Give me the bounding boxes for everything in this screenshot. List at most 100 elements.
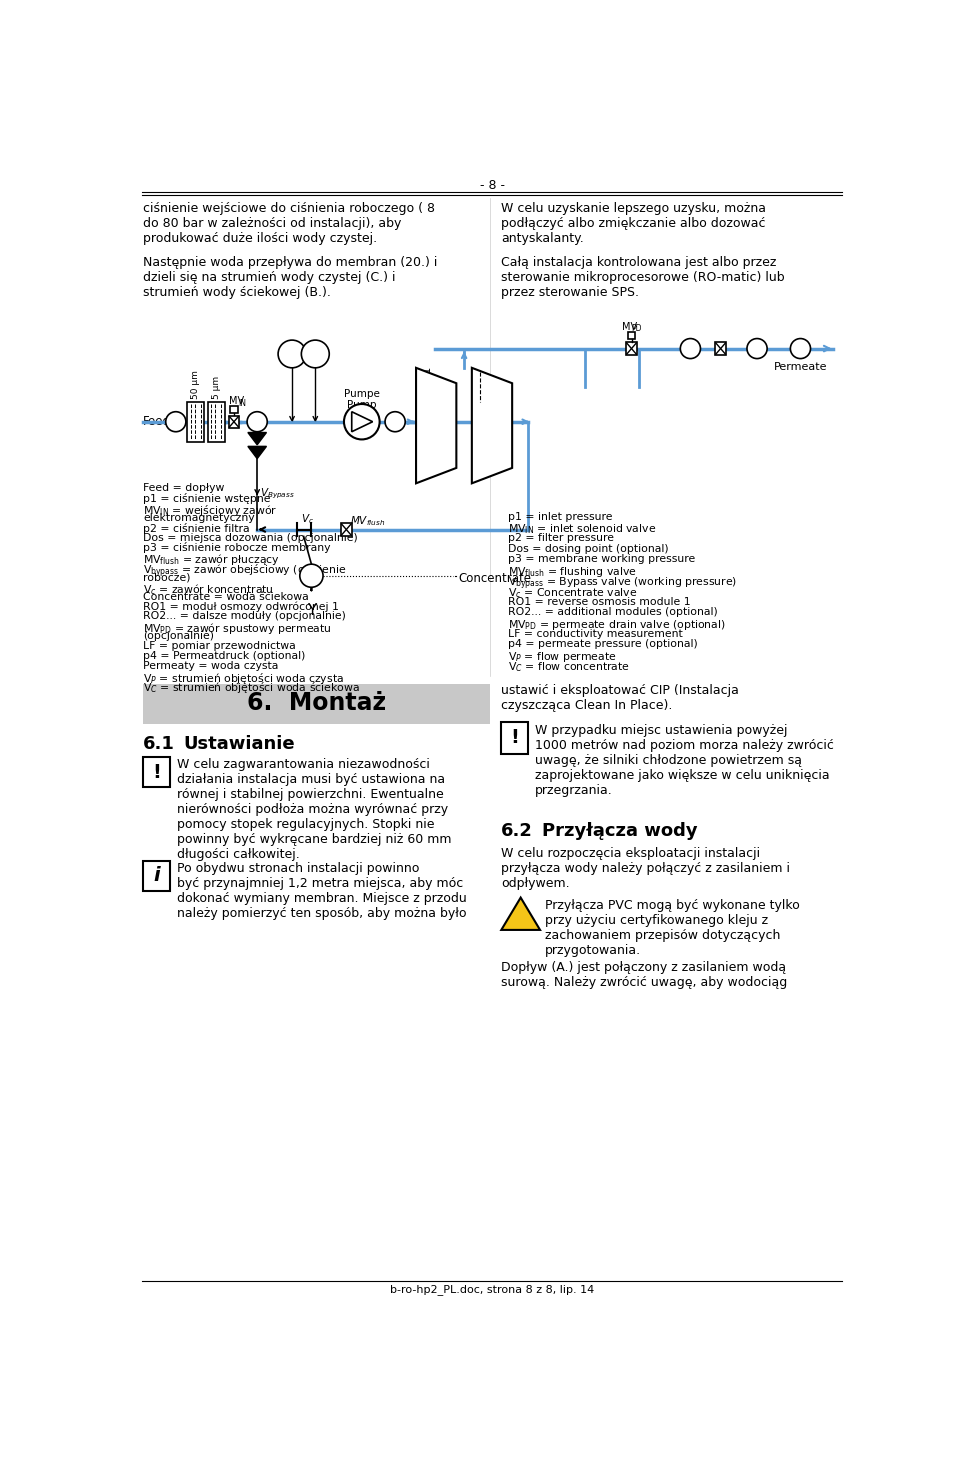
Text: RO 1: RO 1 <box>423 367 434 392</box>
Polygon shape <box>248 432 267 444</box>
Text: Y: Y <box>307 603 316 618</box>
Text: Całą instalacja kontrolowana jest albo przez
sterowanie mikroprocesorowe (RO-mat: Całą instalacja kontrolowana jest albo p… <box>501 256 785 300</box>
Text: i: i <box>153 866 159 885</box>
Circle shape <box>166 412 186 432</box>
Text: V$_{\rm bypass}$ = zawór obejściowy (ciśnienie: V$_{\rm bypass}$ = zawór obejściowy (ciś… <box>143 562 347 580</box>
Circle shape <box>385 412 405 432</box>
Bar <box>143 684 491 723</box>
Text: LF: LF <box>684 343 696 354</box>
Text: W celu rozpoczęcia eksploatacji instalacji
przyłącza wody należy połączyć z zasi: W celu rozpoczęcia eksploatacji instalac… <box>501 847 790 890</box>
Circle shape <box>790 339 810 358</box>
Text: Przyłącza wody: Przyłącza wody <box>542 823 698 840</box>
Bar <box>187 402 204 441</box>
Text: 6.2: 6.2 <box>501 823 533 840</box>
Polygon shape <box>248 447 267 459</box>
Text: Permeate: Permeate <box>774 362 828 371</box>
Text: ciśnienie wejściowe do ciśnienia roboczego ( 8
do 80 bar w zależności od instala: ciśnienie wejściowe do ciśnienia robocze… <box>143 202 435 245</box>
Text: Przyłącza PVC mogą być wykonane tylko
przy użyciu certyfikowanego kleju z
zachow: Przyłącza PVC mogą być wykonane tylko pr… <box>544 899 800 957</box>
Text: Następnie woda przepływa do membran (20.) i
dzieli się na strumień wody czystej : Następnie woda przepływa do membran (20.… <box>143 256 438 300</box>
Text: IN: IN <box>238 399 246 408</box>
Bar <box>143 757 170 787</box>
Text: $V_c$: $V_c$ <box>300 513 314 526</box>
Text: RO2... = dalsze moduły (opcjonalnie): RO2... = dalsze moduły (opcjonalnie) <box>143 612 347 621</box>
Bar <box>228 415 239 428</box>
Text: Concentrate: Concentrate <box>458 571 531 584</box>
Text: W przypadku miejsc ustawienia powyżej
1000 metrów nad poziom morza należy zwróci: W przypadku miejsc ustawienia powyżej 10… <box>535 723 833 796</box>
Text: 50 μm: 50 μm <box>191 370 201 399</box>
Bar <box>628 332 636 339</box>
Text: Dos1: Dos1 <box>282 349 301 358</box>
Bar <box>230 406 238 413</box>
Text: RO 2...: RO 2... <box>487 373 497 409</box>
Text: MV$_{\rm IN}$ = inlet solenoid valve: MV$_{\rm IN}$ = inlet solenoid valve <box>508 523 656 536</box>
Text: Dos = dosing point (optional): Dos = dosing point (optional) <box>508 543 668 554</box>
Bar <box>207 402 225 441</box>
Text: MV$_{\rm PD}$ = permeate drain valve (optional): MV$_{\rm PD}$ = permeate drain valve (op… <box>508 618 726 633</box>
Text: $MV_{flush}$: $MV_{flush}$ <box>350 514 385 527</box>
Text: ustawić i eksploatować CIP (Instalacja
czyszcząca Clean In Place).: ustawić i eksploatować CIP (Instalacja c… <box>501 684 739 712</box>
Bar <box>341 523 351 536</box>
Text: Feed: Feed <box>143 415 171 428</box>
Text: Ustawianie: Ustawianie <box>183 735 295 752</box>
Bar <box>626 342 636 355</box>
Text: p1 = ciśnienie wstępne: p1 = ciśnienie wstępne <box>143 494 271 504</box>
Circle shape <box>278 340 306 368</box>
Circle shape <box>681 339 701 358</box>
Polygon shape <box>472 368 512 484</box>
Text: MV$_{\rm flush}$ = zawór płuczący: MV$_{\rm flush}$ = zawór płuczący <box>143 552 280 567</box>
Text: LF = pomiar przewodnictwa: LF = pomiar przewodnictwa <box>143 641 296 652</box>
Text: !: ! <box>510 728 519 747</box>
Text: V$_c$ = zawór koncentratu: V$_c$ = zawór koncentratu <box>143 581 275 596</box>
Polygon shape <box>501 897 540 929</box>
Text: Concentrate = woda ściekowa: Concentrate = woda ściekowa <box>143 592 309 602</box>
Text: MV$_{\rm IN}$ = wejściowy zawór: MV$_{\rm IN}$ = wejściowy zawór <box>143 503 277 519</box>
Text: PD: PD <box>632 324 642 333</box>
Text: p2: p2 <box>251 416 263 427</box>
Text: MV$_{\rm PD}$ = zawór spustowy permeatu: MV$_{\rm PD}$ = zawór spustowy permeatu <box>143 621 332 637</box>
Text: $\overline{V}_C$: $\overline{V}_C$ <box>304 568 318 584</box>
Text: $\overline{V}_P$: $\overline{V}_P$ <box>794 340 806 356</box>
Text: (opcjonalnie): (opcjonalnie) <box>143 631 214 641</box>
Text: p2 = filter pressure: p2 = filter pressure <box>508 533 613 543</box>
Text: b-ro-hp2_PL.doc, strona 8 z 8, lip. 14: b-ro-hp2_PL.doc, strona 8 z 8, lip. 14 <box>390 1284 594 1294</box>
Bar <box>715 342 726 355</box>
Circle shape <box>344 405 379 440</box>
Text: p3 = membrane working pressure: p3 = membrane working pressure <box>508 554 695 564</box>
Text: p3: p3 <box>389 416 401 427</box>
Text: W celu zagwarantowania niezawodności
działania instalacja musi być ustawiona na
: W celu zagwarantowania niezawodności dzi… <box>177 758 451 861</box>
Text: !: ! <box>517 907 524 922</box>
Text: V$_c$ = Concentrate valve: V$_c$ = Concentrate valve <box>508 586 636 600</box>
Text: elektromagnetyczny: elektromagnetyczny <box>143 513 254 523</box>
Text: Permeaty = woda czysta: Permeaty = woda czysta <box>143 660 278 671</box>
Text: LF = conductivity measurement: LF = conductivity measurement <box>508 628 683 638</box>
Text: V$_C$ = strumień objętości woda ściekowa: V$_C$ = strumień objętości woda ściekowa <box>143 681 360 695</box>
Text: 5 μm: 5 μm <box>211 375 221 399</box>
Text: Feed = dopływ: Feed = dopływ <box>143 484 225 494</box>
Text: p1 = inlet pressure: p1 = inlet pressure <box>508 511 612 522</box>
Circle shape <box>301 340 329 368</box>
Text: Dos2: Dos2 <box>305 349 324 358</box>
Text: Dopływ (A.) jest połączony z zasilaniem wodą
surową. Należy zwrócić uwagę, aby w: Dopływ (A.) jest połączony z zasilaniem … <box>501 961 787 989</box>
Bar <box>143 861 170 891</box>
Circle shape <box>747 339 767 358</box>
Text: p1: p1 <box>170 416 182 427</box>
Text: RO1 = reverse osmosis module 1: RO1 = reverse osmosis module 1 <box>508 596 690 606</box>
Text: V$_P$ = strumień objętości woda czysta: V$_P$ = strumień objętości woda czysta <box>143 671 345 685</box>
Text: Po obydwu stronach instalacji powinno
być przynajmniej 1,2 metra miejsca, aby mó: Po obydwu stronach instalacji powinno by… <box>177 862 467 920</box>
Circle shape <box>300 564 324 587</box>
Bar <box>501 722 528 754</box>
Text: W celu uzyskanie lepszego uzysku, można
podłączyć albo zmiękczanie albo dozować
: W celu uzyskanie lepszego uzysku, można … <box>501 202 766 245</box>
Circle shape <box>247 412 267 432</box>
Text: V$_C$ = flow concentrate: V$_C$ = flow concentrate <box>508 660 630 675</box>
Text: $V_{Bypass}$: $V_{Bypass}$ <box>260 487 295 501</box>
Text: !: ! <box>152 763 161 782</box>
Text: p4 = permeate pressure (optional): p4 = permeate pressure (optional) <box>508 640 697 649</box>
Text: p4: p4 <box>751 343 763 354</box>
Text: - 8 -: - 8 - <box>479 180 505 193</box>
Text: RO1 = moduł osmozy odwróconej 1: RO1 = moduł osmozy odwróconej 1 <box>143 602 339 612</box>
Text: 6.  Montaż: 6. Montaż <box>248 691 387 716</box>
Text: p2 = ciśnienie filtra: p2 = ciśnienie filtra <box>143 523 250 533</box>
Text: Dos = miejsca dozowania (opcjonalnie): Dos = miejsca dozowania (opcjonalnie) <box>143 533 358 542</box>
Text: MV: MV <box>229 396 245 406</box>
Text: p4 = Permeatdruck (optional): p4 = Permeatdruck (optional) <box>143 650 305 660</box>
